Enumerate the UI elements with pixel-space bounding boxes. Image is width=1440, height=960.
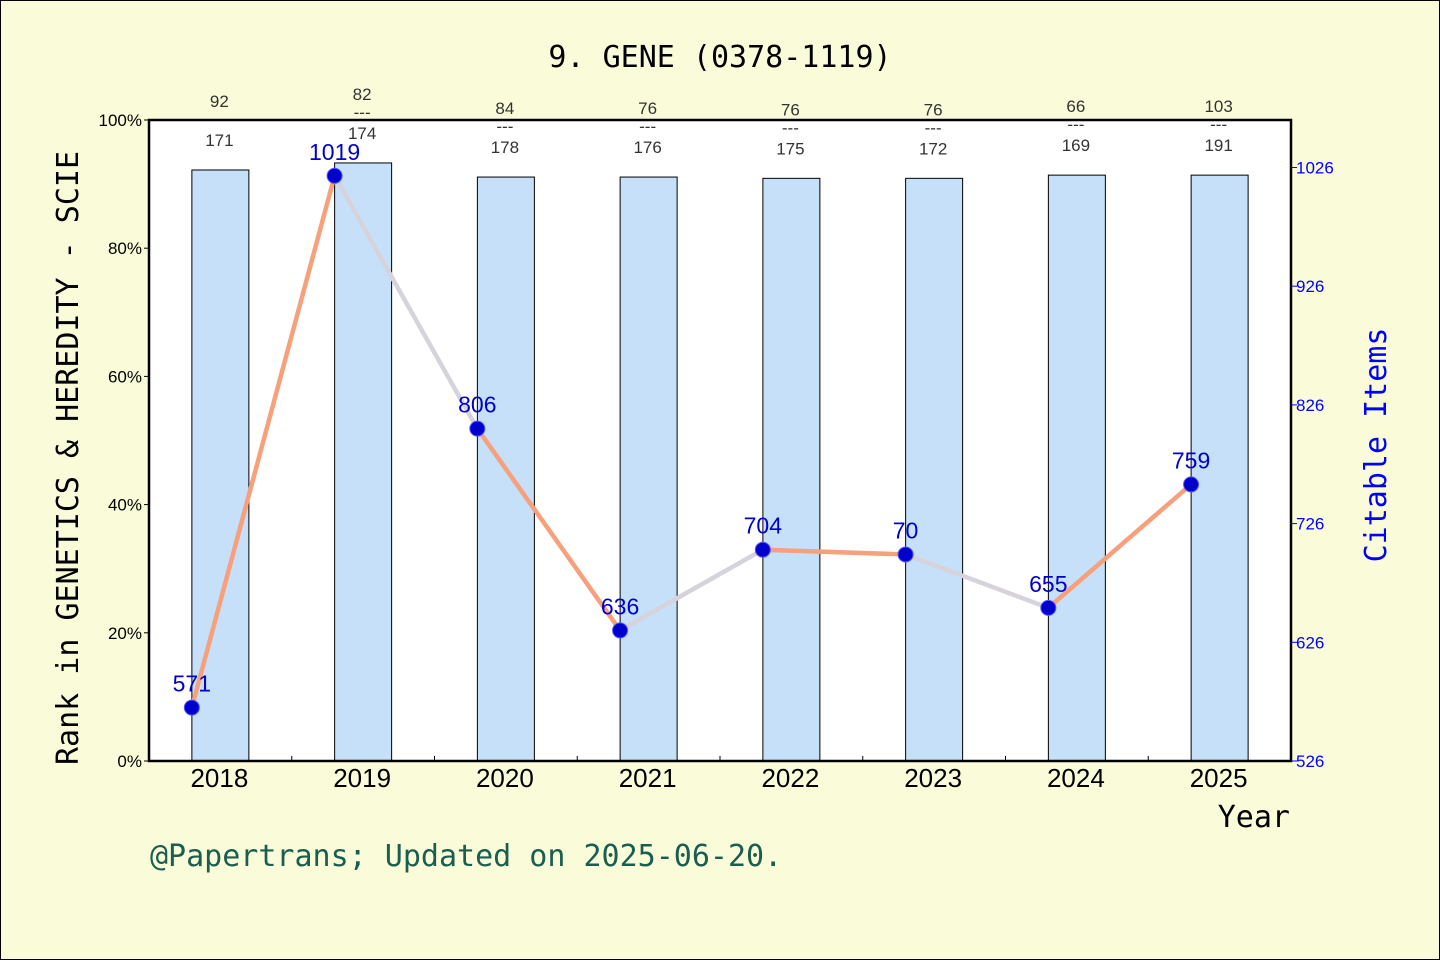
- rank-numerator: 103: [1204, 97, 1232, 116]
- footer-text: @Papertrans; Updated on 2025-06-20.: [150, 839, 782, 874]
- right-tick-label: 526: [1296, 752, 1324, 771]
- bar-2019: [334, 162, 393, 762]
- rank-numerator: 92: [210, 92, 229, 111]
- x-tick-label: 2025: [1190, 763, 1248, 793]
- x-tick-label: 2021: [619, 763, 677, 793]
- chart-title: 9. GENE (0378-1119): [548, 40, 891, 75]
- line-segment: [760, 547, 908, 557]
- plot-area: [149, 120, 1291, 761]
- bar-2022: [762, 177, 821, 762]
- bars-layer: [191, 162, 1249, 762]
- rank-separator: ---: [639, 117, 656, 136]
- rank-denominator: 174: [348, 124, 376, 143]
- rank-numerator: 76: [924, 100, 943, 119]
- citable-items-label: 1019: [309, 139, 360, 165]
- rank-denominator: 172: [919, 139, 947, 158]
- x-axis: 2018 2019 2020 2021 2022 2023 2024 2025: [190, 756, 1248, 793]
- line-point-2021: [612, 622, 629, 639]
- x-tick-label: 2023: [904, 763, 962, 793]
- rank-denominator: 176: [633, 138, 661, 157]
- left-tick-label: 0%: [117, 752, 142, 771]
- bar-2024: [1047, 174, 1106, 762]
- right-tick-label: 726: [1296, 515, 1324, 534]
- left-axis-label: Rank in GENETICS & HEREDITY - SCIE: [51, 151, 86, 765]
- rank-separator: ---: [1210, 115, 1227, 134]
- bar-2018: [191, 169, 250, 762]
- rank-separator: ---: [496, 117, 513, 136]
- line-point-2022: [754, 541, 771, 558]
- x-tick-label: 2022: [761, 763, 819, 793]
- bar-2021: [619, 176, 678, 762]
- rank-separator: ---: [354, 103, 371, 122]
- rank-separator: ---: [782, 118, 799, 137]
- line-point-2019: [326, 167, 343, 184]
- line-point-2024: [1040, 599, 1057, 616]
- x-axis-label: Year: [1218, 800, 1290, 835]
- left-tick-label: 20%: [108, 624, 142, 643]
- x-tick-label: 2018: [190, 763, 248, 793]
- citable-items-label: 70: [893, 517, 919, 543]
- left-tick-label: 40%: [108, 496, 142, 515]
- rank-numerator: 84: [495, 99, 514, 118]
- citable-items-label: 636: [601, 593, 639, 619]
- rank-separator: ---: [925, 118, 942, 137]
- line-point-2020: [469, 420, 486, 437]
- line-point-2025: [1183, 476, 1200, 493]
- right-axis-label: Citable Items: [1359, 328, 1394, 563]
- rank-denominator: 169: [1062, 136, 1090, 155]
- line-point-2018: [183, 699, 200, 716]
- line-segment: [475, 426, 623, 633]
- rank-denominator: 178: [491, 138, 519, 157]
- citable-items-label: 704: [744, 513, 783, 539]
- right-tick-label: 626: [1296, 633, 1324, 652]
- line-layer: 571 1019 806 636 704 70 655 759: [173, 139, 1210, 716]
- line-point-2023: [897, 546, 914, 563]
- line-segment: [617, 547, 766, 633]
- rank-numerator: 66: [1066, 97, 1085, 116]
- rank-denominator: 171: [205, 131, 233, 150]
- right-axis: 526 626 726 826 926 1026: [1291, 158, 1334, 771]
- rank-numerator: 82: [353, 85, 372, 104]
- line-segment: [189, 173, 337, 710]
- bar-2023: [905, 177, 964, 762]
- left-tick-label: 60%: [108, 367, 142, 386]
- rank-numerator: 76: [781, 100, 800, 119]
- line-segment: [1046, 482, 1194, 611]
- x-tick-label: 2019: [333, 763, 391, 793]
- line-segment: [332, 173, 480, 431]
- citable-items-label: 759: [1172, 447, 1210, 473]
- rank-numerator: 76: [638, 99, 657, 118]
- right-tick-label: 826: [1296, 396, 1324, 415]
- citable-items-label: 806: [458, 392, 496, 418]
- rank-separator: ---: [1067, 115, 1084, 134]
- left-axis: 0% 20% 40% 60% 80% 100%: [99, 111, 149, 771]
- rank-labels: 92---17182---17484---17876---17676---175…: [205, 85, 1233, 158]
- left-tick-label: 80%: [108, 239, 142, 258]
- rank-denominator: 191: [1204, 136, 1232, 155]
- citable-items-label: 571: [173, 671, 211, 697]
- left-tick-label: 100%: [99, 111, 142, 130]
- right-tick-label: 1026: [1296, 158, 1334, 177]
- line-segment: [903, 552, 1051, 611]
- x-tick-label: 2020: [476, 763, 534, 793]
- rank-denominator: 175: [776, 139, 804, 158]
- citable-items-label: 655: [1029, 571, 1067, 597]
- x-tick-label: 2024: [1047, 763, 1105, 793]
- right-tick-label: 926: [1296, 277, 1324, 296]
